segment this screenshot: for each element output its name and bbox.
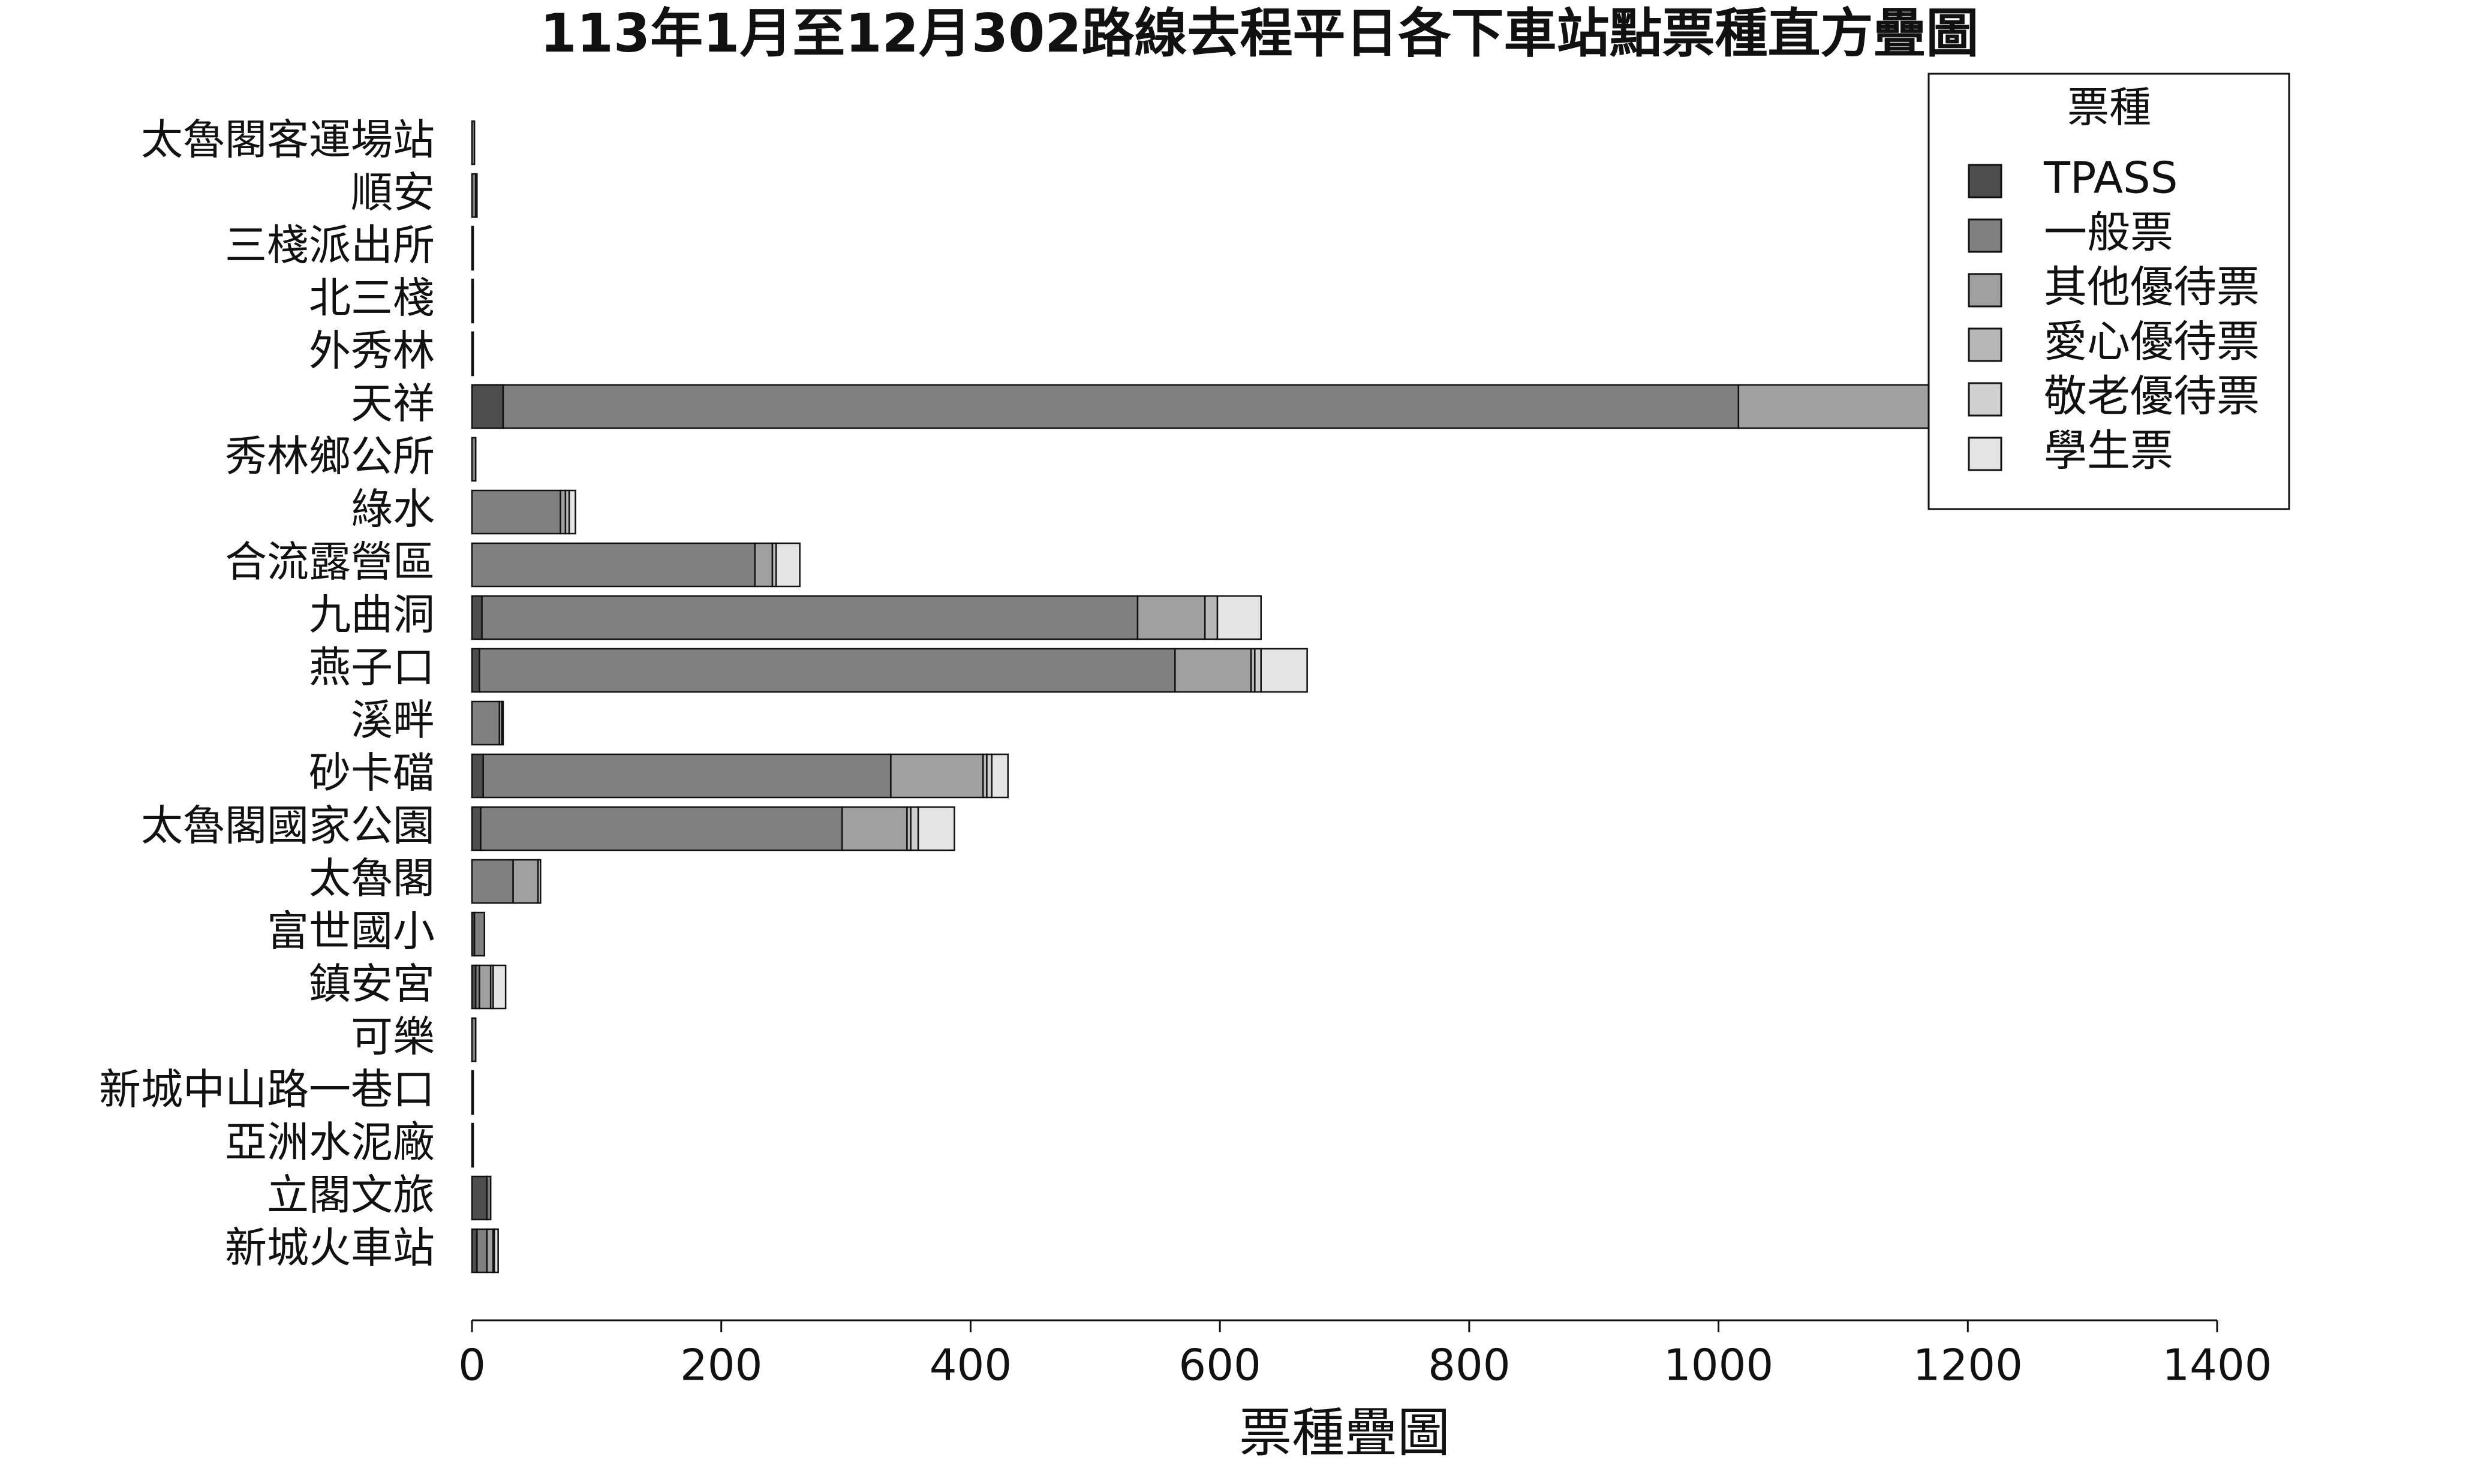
bar-segment	[473, 911, 486, 957]
bar-segment	[471, 595, 483, 640]
bar-segment	[471, 1175, 488, 1221]
bar-segment	[492, 964, 507, 1010]
bar-segment	[471, 806, 482, 851]
legend-swatch	[1968, 382, 2002, 417]
y-tick-label: 新城中山路一巷口	[99, 1065, 435, 1114]
legend-swatch	[1968, 164, 2002, 198]
bar-segment	[471, 384, 504, 429]
y-tick-label: 燕子口	[309, 643, 435, 692]
bar-segment	[471, 278, 474, 324]
bar-segment	[1136, 595, 1206, 640]
bar-segment	[471, 489, 561, 535]
y-tick-label: 三棧派出所	[225, 221, 435, 270]
bar-segment	[482, 753, 892, 799]
y-tick-label: 新城火車站	[225, 1223, 435, 1272]
bar-segment	[1174, 648, 1252, 693]
bar-segment	[502, 384, 1740, 429]
y-tick-label: 外秀林	[309, 326, 435, 375]
bar-segment	[471, 542, 756, 588]
chart-title: 113年1月至12月302路線去程平日各下車站點票種直方疊圖	[540, 2, 1978, 64]
x-tick-label: 0	[458, 1340, 486, 1390]
bar-segment	[481, 595, 1139, 640]
x-tick-label: 800	[1428, 1340, 1510, 1390]
legend-label: 學生票	[2044, 426, 2173, 476]
y-tick-label: 砂卡礑	[309, 748, 435, 797]
bar-segment	[471, 1122, 474, 1168]
bar-segment	[471, 437, 477, 482]
y-tick-label: 鎮安宮	[309, 959, 435, 1009]
legend-swatch	[1968, 327, 2002, 362]
x-tick-label: 200	[680, 1340, 762, 1390]
bar-segment	[1260, 648, 1308, 693]
bar-segment	[471, 700, 500, 746]
y-tick-label: 富世國小	[267, 907, 435, 956]
legend-label: 愛心優待票	[2044, 317, 2260, 367]
y-tick-label: 順安	[351, 168, 435, 217]
bar-segment	[917, 806, 955, 851]
bar-segment	[471, 859, 514, 904]
bar-segment	[480, 806, 843, 851]
legend-label: 一般票	[2044, 207, 2173, 258]
x-tick-label: 1200	[1913, 1340, 2023, 1390]
legend-label: 敬老優待票	[2044, 371, 2260, 422]
bar-segment	[479, 648, 1176, 693]
y-tick-label: 合流露營區	[225, 537, 435, 586]
legend-swatch	[1968, 437, 2002, 471]
bar-segment	[775, 542, 801, 588]
bar-segment	[501, 700, 504, 746]
legend-label: TPASS	[2043, 153, 2178, 203]
legend-swatch	[1968, 273, 2002, 308]
y-tick-label: 溪畔	[351, 696, 435, 745]
bar-segment	[841, 806, 908, 851]
bar-segment	[1216, 595, 1262, 640]
x-tick-label: 600	[1178, 1340, 1261, 1390]
y-tick-label: 亞洲水泥廠	[225, 1118, 435, 1167]
y-tick-label: 可樂	[351, 1012, 435, 1061]
bar-segment	[910, 806, 919, 851]
bar-segment	[474, 173, 478, 218]
x-tick-label: 1000	[1664, 1340, 1773, 1390]
legend-label: 其他優待票	[2044, 262, 2260, 312]
bar-segment	[486, 1228, 494, 1274]
bar-segment	[479, 964, 492, 1010]
y-tick-label: 太魯閣客運場站	[141, 115, 435, 164]
bar-segment	[754, 542, 774, 588]
y-tick-label: 綠水	[351, 484, 435, 534]
bar-segment	[471, 753, 484, 799]
bar-segment	[1254, 648, 1262, 693]
y-tick-label: 立閣文旅	[267, 1170, 435, 1220]
bar-segment	[471, 331, 474, 377]
y-tick-label: 天祥	[351, 379, 435, 428]
bar-segment	[568, 489, 576, 535]
x-tick-label: 400	[930, 1340, 1012, 1390]
y-tick-label: 太魯閣	[309, 854, 435, 903]
bar-segment	[512, 859, 539, 904]
bar-segment	[471, 225, 474, 271]
bar-segment	[537, 859, 542, 904]
bar-segment	[1204, 595, 1219, 640]
bar-segment	[471, 1017, 477, 1062]
x-axis-label: 票種疊圖	[1239, 1402, 1450, 1464]
bar-segment	[486, 1175, 492, 1221]
y-tick-label: 秀林鄉公所	[225, 432, 435, 481]
bar-segment	[476, 1228, 488, 1274]
x-tick-label: 1400	[2162, 1340, 2272, 1390]
bar-segment	[890, 753, 984, 799]
bar-segment	[991, 753, 1009, 799]
y-tick-label: 北三棧	[309, 273, 435, 323]
legend-title: 票種	[2067, 83, 2151, 132]
legend-swatch	[1968, 218, 2002, 253]
bar-segment	[471, 1070, 474, 1115]
bar-segment	[471, 120, 476, 165]
bar-segment	[494, 1228, 499, 1274]
y-tick-label: 太魯閣國家公園	[141, 801, 435, 850]
y-tick-label: 九曲洞	[309, 590, 435, 639]
bar-segment	[471, 648, 480, 693]
